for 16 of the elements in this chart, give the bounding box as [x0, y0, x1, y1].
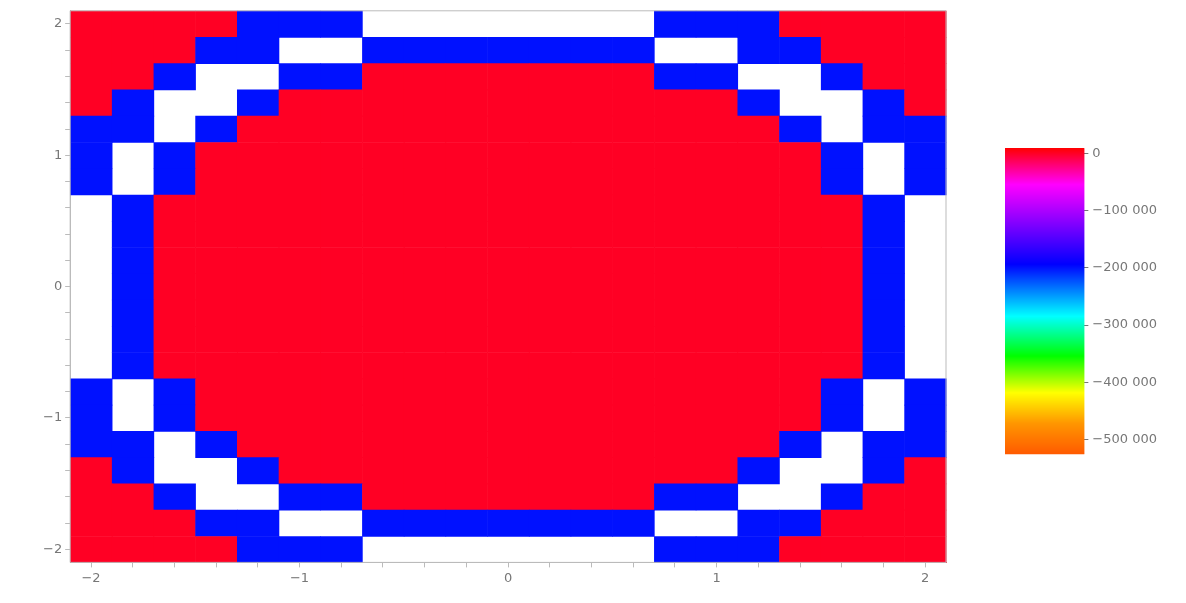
- x-tick-label: −2: [81, 569, 101, 585]
- color-bar-label: −400 000: [1092, 373, 1158, 389]
- color-bar-label: −200 000: [1092, 259, 1158, 275]
- x-tick-label: −1: [289, 569, 310, 585]
- y-tick-label: −1: [42, 409, 63, 425]
- y-tick-label: 1: [53, 146, 63, 162]
- color-bar-label: 0: [1092, 144, 1101, 160]
- x-tick-label: 2: [921, 569, 930, 585]
- x-tick-label: 1: [712, 569, 721, 585]
- y-tick-label: 2: [53, 15, 63, 31]
- color-bar-label: −500 000: [1092, 431, 1158, 447]
- y-tick-label: 0: [53, 277, 63, 293]
- x-tick-label: 0: [503, 569, 513, 585]
- color-bar-label: −100 000: [1092, 201, 1158, 217]
- color-bar-label: −300 000: [1092, 316, 1158, 332]
- y-tick-label: −2: [42, 540, 63, 556]
